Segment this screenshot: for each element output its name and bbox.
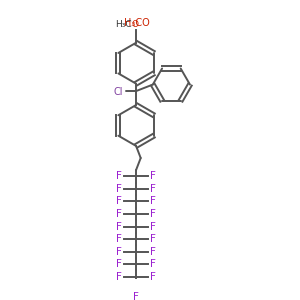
Text: F: F [150, 222, 156, 232]
Text: F: F [150, 171, 156, 182]
Text: F: F [116, 259, 122, 269]
Text: F: F [150, 247, 156, 256]
Text: F: F [116, 234, 122, 244]
Text: F: F [116, 222, 122, 232]
Text: F: F [150, 272, 156, 282]
Text: F: F [150, 209, 156, 219]
Text: F: F [150, 259, 156, 269]
Text: F: F [116, 184, 122, 194]
Text: F: F [116, 196, 122, 206]
Text: F: F [116, 209, 122, 219]
Text: F: F [150, 234, 156, 244]
Text: F: F [133, 292, 139, 300]
Text: F: F [116, 171, 122, 182]
Text: H₃C: H₃C [115, 20, 131, 29]
Text: F: F [116, 272, 122, 282]
Text: O: O [131, 20, 138, 29]
Text: Cl: Cl [113, 87, 123, 97]
Text: F: F [150, 184, 156, 194]
Text: F: F [150, 196, 156, 206]
Text: H₃CO: H₃CO [124, 18, 150, 28]
Text: F: F [116, 247, 122, 256]
